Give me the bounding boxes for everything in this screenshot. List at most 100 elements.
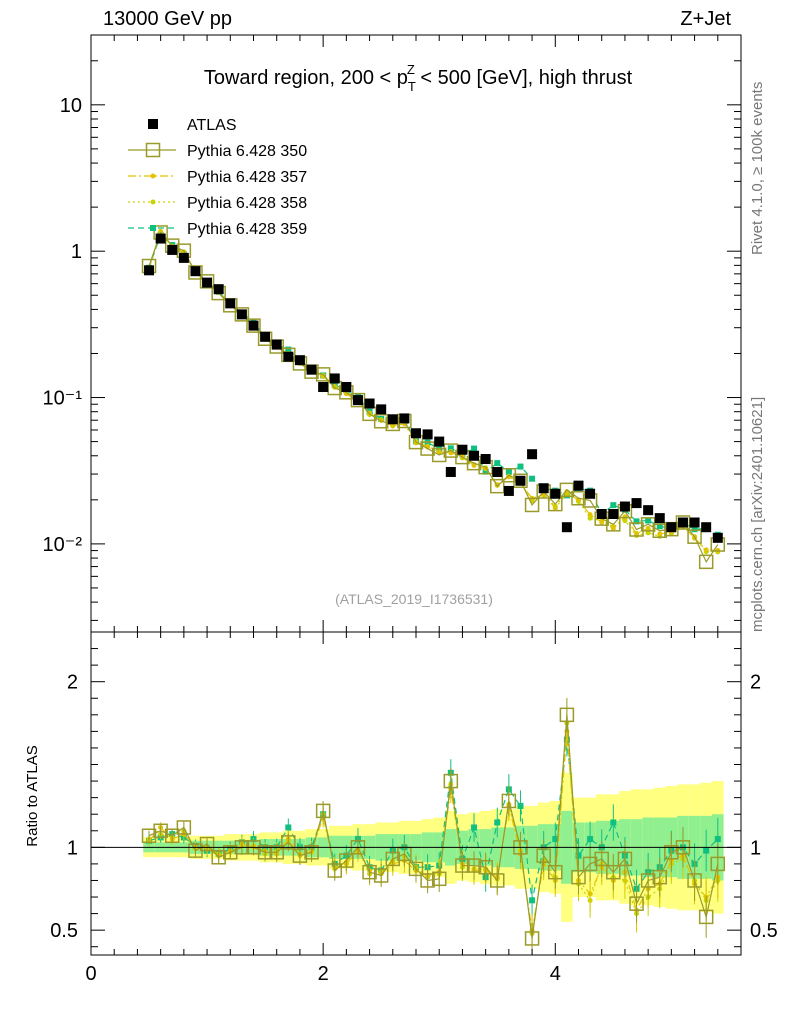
atlas-point <box>503 485 514 496</box>
pythia-357-point <box>703 547 709 553</box>
atlas-point <box>213 284 224 295</box>
pythia-359-ratio-point <box>552 836 559 843</box>
pythia-357-line <box>148 230 718 552</box>
pythia-359-line <box>148 233 719 536</box>
atlas-point <box>248 320 259 331</box>
atlas-point <box>619 501 630 512</box>
legend-label: ATLAS <box>187 117 237 134</box>
pythia-350-point <box>246 318 261 333</box>
pythia-350-ratio-point <box>211 850 226 865</box>
pythia-350-ratio-point <box>524 931 540 946</box>
atlas-point <box>202 277 213 288</box>
pythia-350-ratio-point <box>141 828 157 843</box>
atlas-point <box>701 522 712 533</box>
pythia-359-ratio-point <box>703 847 710 854</box>
atlas-point <box>271 339 282 350</box>
pythia-350-ratio-point <box>710 856 726 872</box>
pythia-359-point <box>482 468 489 475</box>
pythia-350-ratio-point <box>664 845 679 860</box>
pythia-350-ratio-point <box>176 820 192 835</box>
y-tick-label: 10⁻¹ <box>43 388 83 410</box>
ratio-tick-label-left: 1 <box>67 837 78 859</box>
pythia-357-point <box>552 505 558 511</box>
pythia-350-ratio-point <box>431 871 447 887</box>
pythia-359-ratio-point <box>714 836 721 843</box>
atlas-point <box>677 517 688 528</box>
pythia-350-point <box>629 522 644 537</box>
pythia-350-point <box>234 307 250 322</box>
pythia-350-point <box>571 491 586 506</box>
atlas-point <box>411 428 421 439</box>
pythia-350-line <box>148 231 719 564</box>
title-sub: T <box>408 79 416 94</box>
pythia-350-ratio-point <box>548 864 563 880</box>
pythia-350-point <box>315 367 331 382</box>
pythia-357-point <box>645 525 651 531</box>
pythia-350-ratio-point <box>269 845 284 860</box>
pythia-350-point <box>373 413 389 429</box>
ratio-tick-label-right: 2 <box>750 672 761 694</box>
atlas-point <box>155 233 166 244</box>
pythia-350-ratio-point <box>362 864 377 880</box>
pythia-357-point <box>610 525 616 531</box>
pythia-350-ratio-point <box>199 836 215 852</box>
legend-label: Pythia 6.428 350 <box>187 143 307 160</box>
pythia-359-point <box>656 523 663 530</box>
pythia-359-point <box>447 445 454 452</box>
pythia-359-ratio-point <box>285 824 292 831</box>
legend-pythia-358-marker <box>150 199 156 205</box>
pythia-350-ratio-point <box>606 864 621 880</box>
pythia-350-point <box>188 265 203 280</box>
ratio-tick-label-right: 0.5 <box>750 920 778 942</box>
pythia-357-point <box>622 514 628 520</box>
main-panel <box>141 225 726 570</box>
pythia-350-ratio-point <box>571 869 586 885</box>
legend-label: Pythia 6.428 357 <box>187 169 307 186</box>
title-sup: Z <box>407 62 415 77</box>
pythia-350-ratio-point <box>223 845 238 860</box>
atlas-point <box>387 414 398 425</box>
pythia-350-point <box>559 482 575 498</box>
pythia-350-ratio-point <box>153 823 168 839</box>
pythia-350-ratio-point <box>373 868 389 883</box>
legend: ATLAS Pythia 6.428 350 Pythia 6.428 357 Pyt… <box>128 117 307 238</box>
pythia-350-ratio-point <box>304 845 319 860</box>
pythia-350-point <box>524 497 540 513</box>
atlas-point <box>178 252 189 263</box>
atlas-point <box>527 449 538 460</box>
x-tick-label: 2 <box>318 963 329 985</box>
atlas-point <box>364 398 375 409</box>
pythia-350-point <box>199 274 215 289</box>
legend-pythia-357-marker <box>150 173 156 179</box>
atlas-point <box>596 509 607 520</box>
pythia-357-point <box>413 440 419 446</box>
axes-frames <box>90 34 742 956</box>
pythia-350-ratio-point <box>640 873 656 888</box>
pythia-359-ratio-point <box>529 897 536 904</box>
pythia-350-ratio-point <box>536 848 551 863</box>
pythia-359-ratio-point <box>575 852 582 859</box>
pythia-359-ratio-point <box>587 836 594 843</box>
pythia-359-point <box>517 463 524 470</box>
pythia-350-ratio-point <box>281 835 296 850</box>
pythia-350-ratio-point <box>490 873 505 888</box>
atlas-point <box>306 364 317 375</box>
pythia-350-ratio-point <box>698 909 714 925</box>
pythia-350-ratio-point <box>501 793 517 809</box>
pythia-350-ratio-point <box>455 858 470 873</box>
atlas-point <box>643 505 654 516</box>
x-tick-label: 0 <box>85 963 96 985</box>
legend-label: Pythia 6.428 358 <box>187 195 307 212</box>
atlas-point <box>434 436 445 447</box>
atlas-point <box>666 522 677 533</box>
pythia-350-point <box>513 473 528 489</box>
atlas-point <box>236 309 247 320</box>
x-tick-label: 4 <box>550 963 561 985</box>
pythia-350-ratio-point <box>165 828 180 843</box>
pythia-350-point <box>698 554 714 570</box>
pythia-359-point <box>633 518 640 525</box>
pythia-350-point <box>675 515 691 530</box>
atlas-point <box>712 532 723 543</box>
y-tick-label: 10⁻² <box>43 534 83 556</box>
